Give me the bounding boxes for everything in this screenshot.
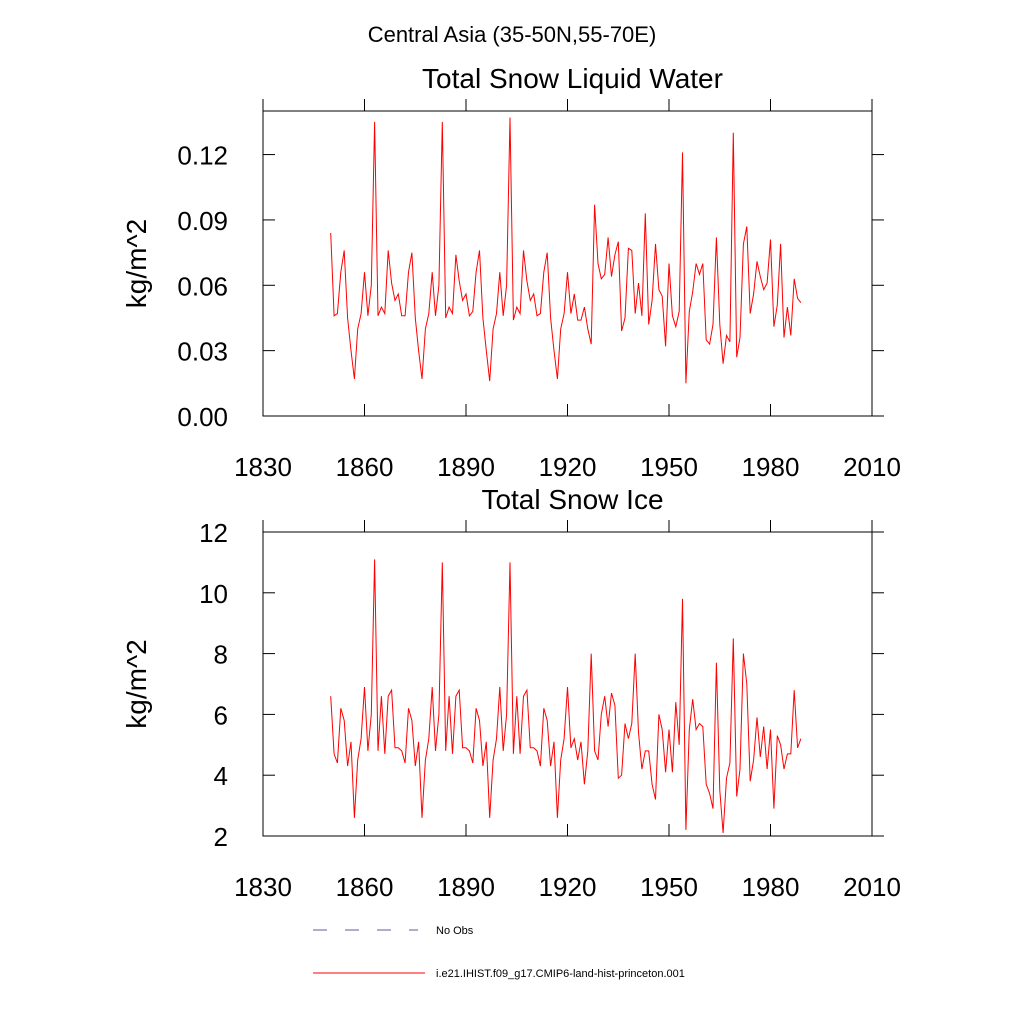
x-tick-label: 1980 xyxy=(742,452,800,482)
x-tick-label: 1830 xyxy=(234,452,292,482)
x-tick-label: 1950 xyxy=(640,872,698,902)
panel: Total Snow Ice kg/m^2 1830 1860 1890 1920 1950… xyxy=(121,484,901,902)
data-line xyxy=(330,117,802,384)
x-tick-label: 1860 xyxy=(336,872,394,902)
y-tick-label: 10 xyxy=(199,579,228,609)
y-tick-label: 6 xyxy=(214,700,228,730)
x-tick-label: 2010 xyxy=(843,452,901,482)
x-tick-label: 1890 xyxy=(437,452,495,482)
x-tick-label: 1860 xyxy=(336,452,394,482)
legend-label: i.e21.IHIST.f09_g17.CMIP6-land-hist-prin… xyxy=(436,968,685,980)
x-tick-label: 1890 xyxy=(437,872,495,902)
y-tick-label: 12 xyxy=(199,518,228,548)
x-tick-label: 1920 xyxy=(539,452,597,482)
y-tick-label: 0.06 xyxy=(177,271,228,301)
x-tick-label: 1830 xyxy=(234,872,292,902)
y-tick-label: 0.12 xyxy=(177,141,228,171)
page-title: Central Asia (35-50N,55-70E) xyxy=(368,22,657,47)
data-line xyxy=(330,559,802,834)
x-tick-label: 2010 xyxy=(843,872,901,902)
y-axis-label: kg/m^2 xyxy=(121,639,152,728)
plot-frame xyxy=(262,110,873,417)
y-tick-label: 8 xyxy=(214,640,228,670)
x-tick-label: 1920 xyxy=(539,872,597,902)
y-tick-label: 0.09 xyxy=(177,206,228,236)
panel: Total Snow Liquid Water kg/m^2 1830 1860 189… xyxy=(121,63,901,482)
y-tick-label: 0.03 xyxy=(177,337,228,367)
y-tick-label: 0.00 xyxy=(177,402,228,432)
y-tick-label: 2 xyxy=(214,822,228,852)
y-tick-label: 4 xyxy=(214,761,228,791)
plot-frame xyxy=(262,531,873,837)
x-tick-label: 1980 xyxy=(742,872,800,902)
x-tick-label: 1950 xyxy=(640,452,698,482)
panel-title: Total Snow Liquid Water xyxy=(422,63,723,94)
y-axis-label: kg/m^2 xyxy=(121,219,152,308)
panel-title: Total Snow Ice xyxy=(481,484,663,515)
legend-label: No Obs xyxy=(436,925,474,937)
